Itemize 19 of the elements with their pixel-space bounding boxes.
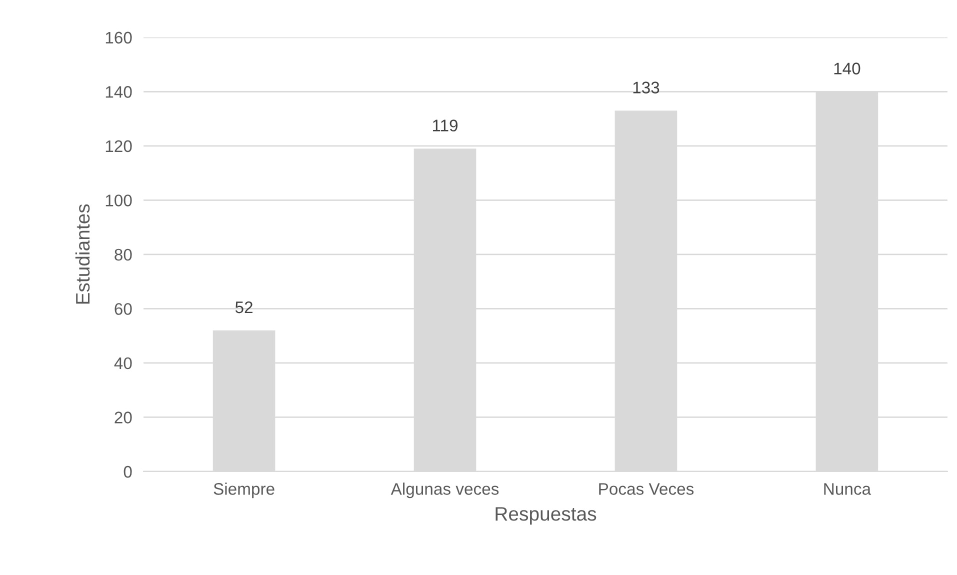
- data-label: 140: [834, 62, 860, 74]
- data-label: 133: [633, 82, 660, 94]
- data-label: 119: [432, 120, 458, 132]
- y-tick-label: 0: [124, 466, 132, 478]
- x-tick-label: Pocas Veces: [599, 483, 694, 495]
- y-tick-label: 160: [106, 32, 132, 44]
- y-tick-label: 140: [106, 86, 132, 98]
- y-tick-label: 40: [114, 357, 132, 370]
- y-tick-label: 80: [114, 248, 132, 261]
- y-tick-label: 100: [106, 194, 132, 206]
- x-tick-label: Siempre: [214, 482, 274, 498]
- y-tick-label: 120: [106, 140, 132, 152]
- y-tick-label: 20: [114, 412, 132, 424]
- y-tick-label: 60: [114, 303, 132, 315]
- data-label: 52: [235, 301, 252, 314]
- y-axis-title: Estudiantes: [75, 204, 90, 304]
- x-tick-label: Nunca: [824, 483, 872, 495]
- x-tick-label: Algunas veces: [390, 482, 499, 498]
- x-axis-title: Respuestas: [496, 507, 596, 525]
